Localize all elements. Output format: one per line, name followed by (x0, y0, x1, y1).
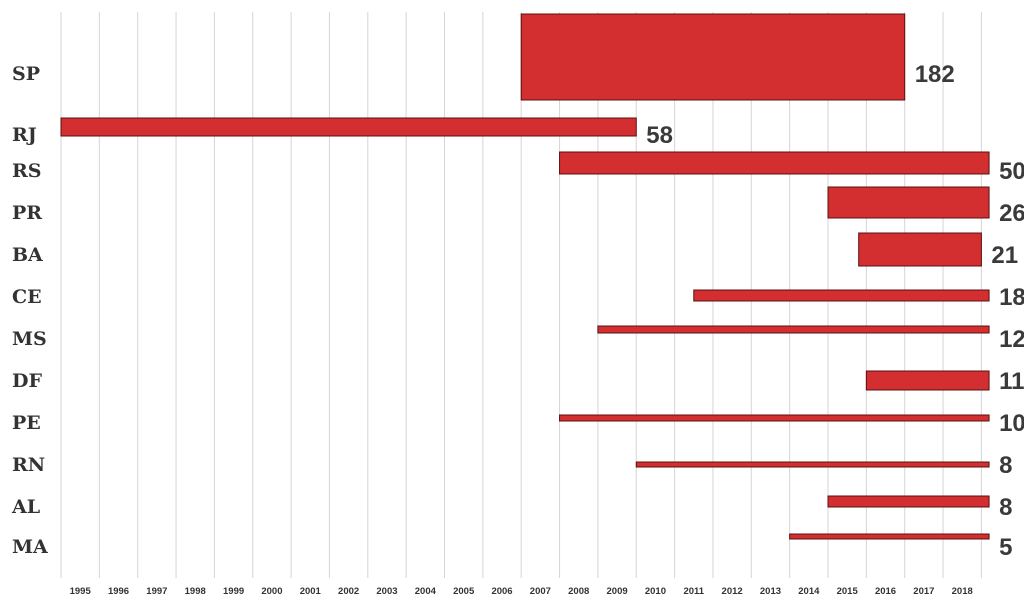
x-tick-label: 2018 (952, 586, 973, 597)
x-tick-label: 2016 (875, 586, 896, 597)
x-tick-label: 2013 (760, 586, 781, 597)
x-tick-label: 2011 (683, 586, 704, 597)
bar-ma (789, 533, 990, 540)
x-tick-label: 2015 (837, 586, 859, 597)
value-label: 11 (999, 368, 1024, 395)
bar-ms (597, 325, 990, 334)
x-tick-label: 2002 (338, 586, 359, 597)
x-tick-label: 2009 (607, 586, 628, 597)
value-label: 21 (991, 242, 1018, 269)
value-label: 26 (999, 200, 1024, 227)
category-label: CE (12, 286, 42, 308)
x-tick-label: 2007 (530, 586, 551, 597)
x-axis-year-labels: 1995 1996 1997 1998 1999 2000 2001 2002 2003 2004… (70, 586, 973, 597)
x-tick-label: 2000 (261, 586, 282, 597)
bar-sp (520, 13, 906, 101)
category-label: BA (12, 244, 43, 266)
bar-rn (635, 461, 990, 468)
bar-pe (559, 414, 990, 422)
value-label: 8 (999, 494, 1012, 521)
value-label: 5 (999, 534, 1012, 561)
x-tick-label: 2001 (300, 586, 322, 597)
x-tick-label: 2010 (645, 586, 666, 597)
x-tick-label: 1995 (70, 586, 92, 597)
x-tick-label: 2008 (568, 586, 589, 597)
bar-pr (827, 186, 990, 219)
category-label: MA (12, 536, 48, 558)
x-tick-label: 2017 (913, 586, 934, 597)
bar-al (827, 495, 990, 508)
value-label: 8 (999, 452, 1012, 479)
category-label: SP (12, 63, 40, 85)
x-tick-label: 2004 (415, 586, 437, 597)
bar-rs (559, 151, 990, 175)
value-labels: 182 58 50 26 21 18 12 11 10 8 8 5 (646, 61, 1024, 561)
x-tick-label: 2012 (722, 586, 743, 597)
x-tick-label: 1997 (146, 586, 167, 597)
value-label: 10 (999, 410, 1024, 437)
x-tick-label: 2005 (453, 586, 475, 597)
category-labels: SP RJ RS PR BA CE MS DF PE RN AL MA (11, 63, 48, 558)
category-label: MS (12, 328, 47, 350)
x-tick-label: 1999 (223, 586, 244, 597)
bar-ba (858, 232, 982, 267)
bar-ce (693, 289, 990, 302)
category-label: PR (12, 202, 42, 224)
x-tick-label: 2006 (491, 586, 512, 597)
value-label: 58 (646, 122, 673, 149)
value-label: 50 (999, 158, 1024, 185)
x-tick-label: 2014 (798, 586, 820, 597)
category-label: DF (12, 370, 42, 392)
x-tick-label: 2003 (376, 586, 397, 597)
x-tick-label: 1996 (108, 586, 129, 597)
bars (60, 13, 990, 540)
category-label: RN (12, 454, 45, 476)
x-tick-label: 1998 (185, 586, 206, 597)
category-label: RS (12, 160, 42, 182)
category-label: RJ (12, 124, 37, 146)
bar-df (865, 370, 990, 391)
category-label: AL (11, 496, 40, 518)
value-label: 18 (999, 284, 1024, 311)
value-label: 182 (915, 61, 955, 88)
value-label: 12 (999, 326, 1024, 353)
bar-rj (60, 117, 637, 137)
category-label: PE (12, 412, 41, 434)
